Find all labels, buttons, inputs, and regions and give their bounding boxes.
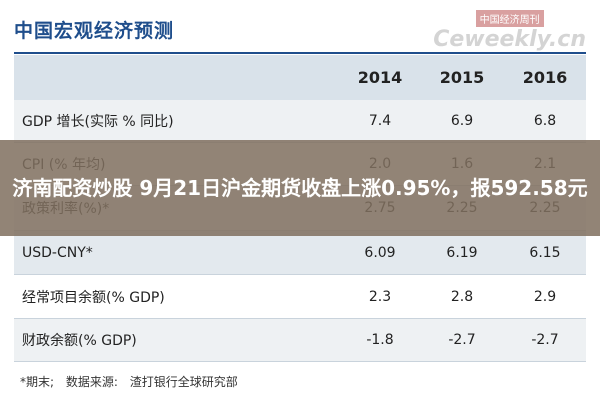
header-row: 2014 2015 2016 <box>14 55 586 101</box>
table-cell: 6.15 <box>529 244 561 261</box>
table-row: USD-CNY* 6.09 6.19 6.15 <box>14 231 586 275</box>
table-cell: 2.3 <box>368 288 392 305</box>
table-cell: 2.9 <box>533 288 557 305</box>
overlay-banner: 济南配资炒股 9月21日沪金期货收盘上涨0.95%，报592.58元 <box>0 140 600 236</box>
table-row: 财政余额(% GDP) -1.8 -2.7 -2.7 <box>14 319 586 362</box>
table-cell: 6.19 <box>446 244 478 261</box>
table-cell: 6.8 <box>533 113 557 129</box>
title: 中国宏观经济预测 <box>14 20 175 42</box>
overlay-text: 济南配资炒股 9月21日沪金期货收盘上涨0.95%，报592.58元 <box>12 176 588 200</box>
table-cell: 6.9 <box>450 113 474 129</box>
footnote: *期末; 数据来源: 渣打银行全球研究部 <box>20 375 238 389</box>
top-rule <box>14 52 586 54</box>
row-label: GDP 增长(实际 % 同比) <box>22 114 174 130</box>
row-label: USD-CNY* <box>22 244 93 261</box>
watermark-cn: 中国经济周刊 <box>475 10 544 27</box>
table-cell: -1.8 <box>366 332 394 348</box>
table-cell: 6.09 <box>364 244 396 261</box>
table-row: 经常项目余额(% GDP) 2.3 2.8 2.9 <box>14 275 586 319</box>
table-cell: 7.4 <box>368 113 392 129</box>
table-cell: -2.7 <box>448 332 476 348</box>
table-cell: 2.8 <box>450 288 474 305</box>
column-header: 2014 <box>357 68 403 87</box>
column-header: 2016 <box>522 68 568 87</box>
table-cell: -2.7 <box>531 332 559 348</box>
table-row: GDP 增长(实际 % 同比) 7.4 6.9 6.8 <box>14 100 586 143</box>
row-label: 经常项目余额(% GDP) <box>22 289 165 306</box>
watermark: 中国经济周刊 Ceweekly.cn <box>433 8 586 52</box>
column-header: 2015 <box>439 68 485 87</box>
row-label: 财政余额(% GDP) <box>22 333 137 349</box>
watermark-en: Ceweekly.cn <box>433 27 586 52</box>
